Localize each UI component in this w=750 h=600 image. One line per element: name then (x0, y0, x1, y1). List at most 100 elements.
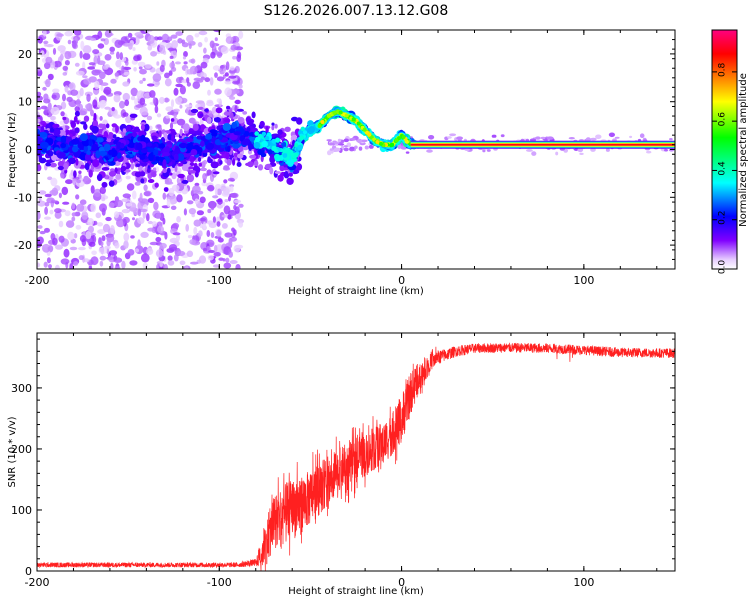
haze-speck (397, 144, 402, 149)
noise-speck (97, 60, 106, 65)
noise-speck (283, 167, 289, 171)
ridge-blob (300, 126, 305, 131)
noise-speck (217, 198, 223, 205)
noise-speck (106, 239, 111, 247)
noise-speck (79, 235, 87, 243)
haze-speck (343, 147, 349, 152)
haze-speck (326, 139, 333, 142)
noise-speck (109, 46, 115, 53)
haze-speck (646, 150, 652, 154)
ridge-blob (274, 153, 281, 160)
ridge-core (344, 113, 349, 118)
ridge-core (320, 120, 325, 124)
noise-speck (213, 244, 218, 253)
ridge-blob (79, 133, 88, 142)
y-tick-label: 0 (25, 565, 32, 578)
noise-speck (50, 177, 58, 187)
noise-speck (157, 225, 164, 234)
noise-speck (175, 31, 183, 36)
noise-speck (154, 105, 159, 114)
haze-speck (464, 148, 470, 152)
ridge-blob (302, 130, 308, 135)
noise-speck (188, 43, 192, 49)
y-tick-label: 300 (11, 382, 32, 395)
noise-speck (80, 121, 87, 125)
noise-speck (181, 164, 189, 172)
noise-speck (53, 60, 62, 68)
ridge-core (362, 127, 367, 132)
noise-speck (233, 199, 242, 204)
noise-speck (101, 181, 108, 188)
noise-speck (114, 242, 120, 249)
noise-speck (147, 179, 155, 183)
noise-speck (92, 49, 100, 55)
noise-speck (158, 266, 164, 269)
noise-speck (45, 159, 54, 164)
noise-speck (177, 173, 185, 179)
noise-speck (137, 61, 146, 67)
noise-speck (204, 36, 209, 43)
noise-speck (159, 260, 163, 268)
noise-speck (214, 72, 218, 78)
noise-speck (70, 120, 76, 126)
noise-speck (96, 101, 103, 108)
noise-speck (229, 260, 238, 264)
haze-speck (360, 139, 368, 143)
ridge-blob (146, 142, 153, 147)
noise-speck (271, 125, 275, 131)
noise-speck (67, 231, 75, 241)
haze-speck (426, 149, 433, 153)
noise-speck (224, 72, 229, 77)
noise-speck (129, 260, 138, 266)
noise-speck (170, 200, 175, 205)
snr-frame (36, 332, 676, 572)
noise-speck (198, 162, 202, 167)
x-tick-label: 0 (398, 576, 405, 589)
noise-speck (169, 55, 174, 60)
noise-speck (71, 212, 77, 217)
noise-speck (64, 60, 70, 66)
ridge-blob (231, 121, 238, 129)
noise-speck (179, 104, 183, 109)
noise-speck (108, 180, 115, 187)
haze-speck (590, 137, 597, 141)
noise-speck (214, 187, 218, 196)
colorbar-tick-label: 0.2 (718, 211, 728, 225)
noise-speck (90, 203, 97, 213)
noise-speck (86, 93, 91, 102)
noise-speck (171, 172, 177, 180)
noise-speck (62, 93, 66, 102)
noise-speck (194, 33, 200, 38)
noise-speck (122, 216, 130, 224)
ridge-core (390, 142, 395, 147)
noise-speck (43, 261, 48, 268)
noise-speck (186, 250, 194, 258)
noise-speck (190, 108, 199, 114)
noise-speck (140, 253, 150, 263)
noise-speck (113, 94, 121, 103)
x-tick-label: -200 (25, 576, 50, 589)
noise-speck (146, 83, 155, 87)
noise-speck (171, 134, 175, 142)
noise-speck (251, 111, 256, 119)
noise-speck (230, 89, 240, 95)
y-tick-label: 20 (18, 48, 32, 61)
y-tick-label: 0 (25, 144, 32, 157)
noise-speck (75, 194, 80, 200)
noise-speck (63, 162, 69, 171)
haze-speck (356, 138, 363, 144)
noise-speck (122, 128, 127, 133)
noise-speck (217, 237, 224, 243)
noise-speck (44, 193, 52, 198)
noise-speck (55, 244, 63, 250)
noise-speck (82, 75, 88, 79)
noise-speck (100, 241, 104, 247)
x-tick-label: 0 (398, 274, 405, 287)
noise-speck (100, 85, 104, 91)
x-tick-label: -100 (207, 576, 232, 589)
noise-speck (142, 77, 146, 82)
noise-speck (83, 115, 90, 122)
noise-speck (139, 68, 147, 75)
ridge-blob (116, 141, 122, 150)
